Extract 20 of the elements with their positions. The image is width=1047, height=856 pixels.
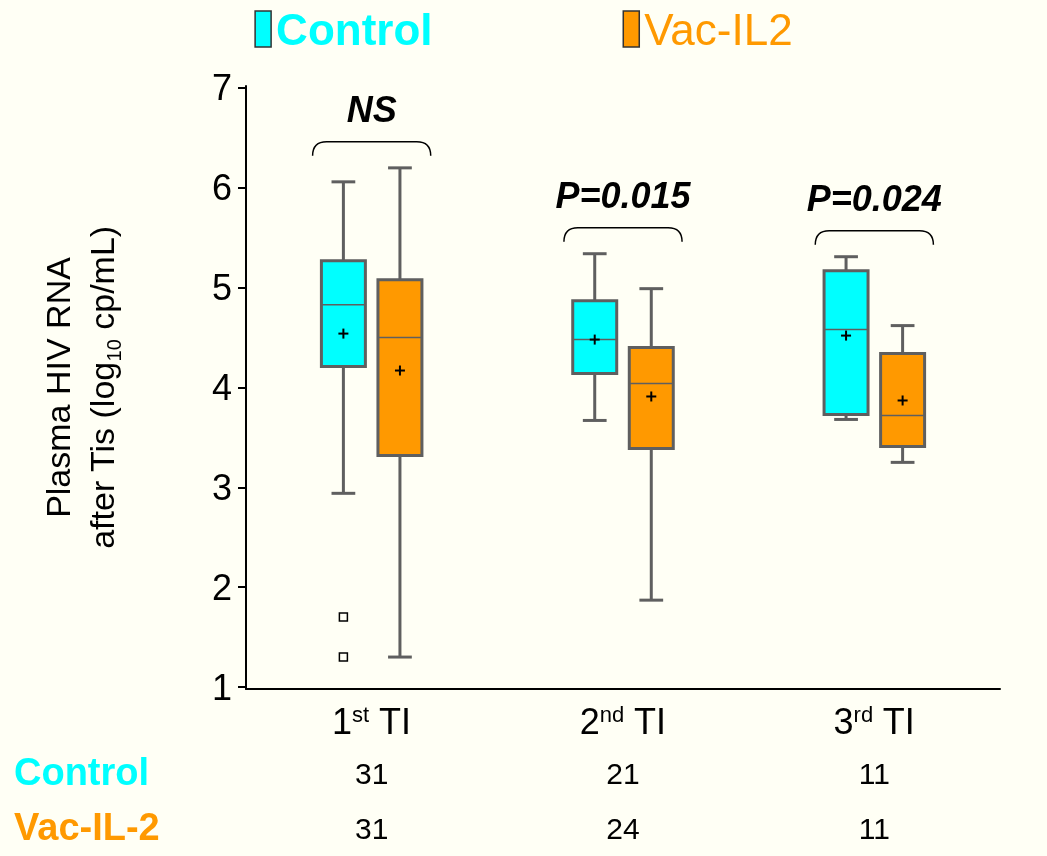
y-tick-label: 7 (211, 67, 232, 109)
text: 24 (606, 811, 640, 845)
text: 11 (858, 811, 890, 845)
text: 31 (354, 811, 389, 845)
text: Vac-IL-2 (14, 806, 160, 848)
text: 21 (606, 756, 640, 790)
text: 31 (354, 756, 389, 790)
y-tick-label: 3 (211, 466, 232, 508)
legend-label: Vac-IL2 (644, 4, 793, 54)
text: Control (14, 751, 150, 793)
text: 11 (858, 756, 890, 790)
y-tick-label: 2 (211, 566, 232, 608)
annotation: NS (346, 89, 397, 131)
y-tick-label: 4 (211, 367, 232, 408)
annotation: P=0.015 (555, 175, 692, 217)
y-tick-label: 1 (211, 666, 232, 708)
annotation: P=0.024 (806, 178, 942, 220)
y-tick-label: 6 (211, 167, 232, 209)
y-tick-label: 5 (211, 267, 232, 309)
legend-label: Control (276, 4, 433, 54)
